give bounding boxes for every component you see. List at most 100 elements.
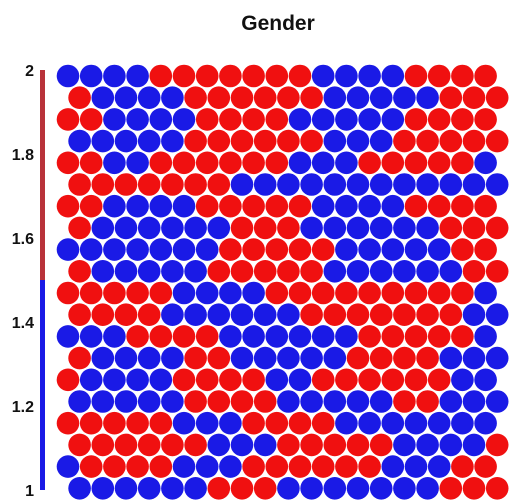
- hex-cell: [242, 281, 265, 305]
- hex-cell: [68, 173, 91, 196]
- hex-cell: [300, 173, 323, 196]
- hex-cell: [427, 64, 451, 88]
- hex-cell: [416, 477, 439, 500]
- hex-cell: [253, 303, 277, 327]
- hex-cell: [381, 455, 405, 478]
- hex-cell: [91, 216, 115, 240]
- colorbar-tick-label: 1.2: [12, 399, 34, 416]
- hex-cell: [184, 260, 207, 283]
- hex-cell: [288, 238, 312, 261]
- hex-cell: [277, 477, 300, 500]
- hex-grid: [56, 64, 509, 500]
- hex-cell: [195, 238, 219, 261]
- hex-cell: [56, 151, 80, 175]
- hex-cell: [207, 477, 231, 500]
- hex-cell: [207, 433, 231, 457]
- hex-cell: [195, 411, 219, 435]
- hex-cell: [79, 455, 103, 478]
- hex-cell: [219, 194, 242, 218]
- hex-cell: [288, 64, 312, 88]
- hex-cell: [103, 238, 126, 261]
- hex-cell: [404, 194, 428, 218]
- hex-cell: [172, 151, 196, 175]
- hex-cell: [462, 129, 486, 153]
- hex-cell: [103, 64, 126, 88]
- colorbar-ticks: 2 1.8 1.6 1.4 1.2 1: [12, 63, 34, 500]
- hex-cell: [277, 260, 300, 283]
- hex-cell: [219, 368, 242, 392]
- hex-cell: [277, 346, 300, 370]
- hex-cell: [184, 86, 207, 109]
- hex-cell: [462, 346, 486, 370]
- hex-cell: [451, 108, 474, 131]
- hex-cell: [161, 346, 184, 370]
- hex-cell: [451, 455, 474, 478]
- hex-cell: [335, 368, 358, 392]
- hex-cell: [242, 325, 265, 348]
- colorbar-tick-label: 1.6: [12, 231, 34, 248]
- hex-cell: [91, 86, 115, 109]
- hex-cell: [358, 455, 381, 478]
- hex-cell: [137, 346, 161, 370]
- hex-cell: [358, 411, 381, 435]
- hex-cell: [219, 455, 242, 478]
- hex-cell: [137, 433, 161, 457]
- hex-cell: [114, 173, 138, 196]
- hex-cell: [358, 325, 381, 348]
- hex-cell: [474, 281, 497, 305]
- hex-cell: [439, 346, 463, 370]
- hex-cell: [474, 325, 497, 348]
- hex-cell: [79, 64, 103, 88]
- hex-cell: [79, 151, 103, 175]
- hex-cell: [184, 346, 207, 370]
- hex-cell: [462, 86, 486, 109]
- hex-cell: [393, 260, 416, 283]
- hex-cell: [474, 151, 497, 175]
- hex-cell: [114, 260, 138, 283]
- hex-cell: [265, 368, 289, 392]
- hex-cell: [335, 455, 358, 478]
- hex-cell: [219, 108, 242, 131]
- hex-cell: [68, 433, 91, 457]
- hex-cell: [369, 129, 393, 153]
- hex-cell: [79, 411, 103, 435]
- hex-cell: [404, 281, 428, 305]
- hex-cell: [184, 173, 207, 196]
- hex-cell: [485, 86, 509, 109]
- hex-cell: [427, 411, 451, 435]
- hex-cell: [149, 455, 173, 478]
- hex-cell: [323, 216, 347, 240]
- hex-cell: [277, 173, 300, 196]
- hex-cell: [149, 368, 173, 392]
- hex-cell: [300, 129, 323, 153]
- hex-cell: [427, 325, 451, 348]
- hex-cell: [404, 108, 428, 131]
- hex-cell: [230, 129, 254, 153]
- hex-cell: [230, 477, 254, 500]
- hex-cell: [288, 325, 312, 348]
- hex-cell: [358, 281, 381, 305]
- hex-cell: [265, 325, 289, 348]
- hex-cell: [369, 303, 393, 327]
- hex-cell: [103, 281, 126, 305]
- hex-cell: [416, 303, 439, 327]
- hex-cell: [137, 477, 161, 500]
- hex-cell: [369, 433, 393, 457]
- hex-cell: [288, 108, 312, 131]
- hex-cell: [253, 216, 277, 240]
- hex-cell: [416, 390, 439, 413]
- hex-cell: [393, 433, 416, 457]
- hex-cell: [114, 433, 138, 457]
- hex-cell: [114, 390, 138, 413]
- hex-cell: [161, 86, 184, 109]
- hex-cell: [219, 411, 242, 435]
- hex-cell: [149, 411, 173, 435]
- hex-cell: [311, 194, 335, 218]
- hex-cell: [462, 216, 486, 240]
- hex-cell: [242, 151, 265, 175]
- hex-cell: [277, 216, 300, 240]
- hex-cell: [300, 433, 323, 457]
- hex-cell: [230, 303, 254, 327]
- hex-cell: [381, 325, 405, 348]
- hex-cell: [311, 411, 335, 435]
